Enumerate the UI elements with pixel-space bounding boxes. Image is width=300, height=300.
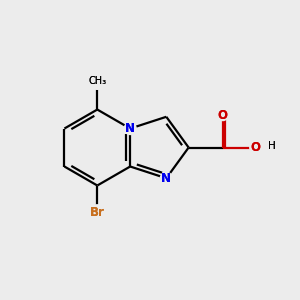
Text: Br: Br	[90, 206, 105, 219]
Text: O: O	[250, 141, 260, 154]
Text: N: N	[161, 172, 171, 185]
Circle shape	[89, 73, 106, 89]
Circle shape	[90, 205, 105, 219]
Text: CH₃: CH₃	[88, 76, 106, 86]
Circle shape	[160, 172, 172, 184]
Circle shape	[124, 123, 136, 134]
Text: CH₃: CH₃	[88, 76, 106, 86]
Text: O: O	[218, 109, 228, 122]
Text: O: O	[250, 141, 260, 154]
Text: Br: Br	[90, 206, 105, 219]
Text: N: N	[125, 122, 135, 135]
Text: O: O	[218, 109, 228, 122]
Text: N: N	[125, 122, 135, 135]
Text: H: H	[268, 141, 275, 151]
Text: H: H	[268, 141, 275, 151]
Text: N: N	[161, 172, 171, 185]
Circle shape	[250, 142, 260, 153]
Circle shape	[218, 110, 228, 121]
